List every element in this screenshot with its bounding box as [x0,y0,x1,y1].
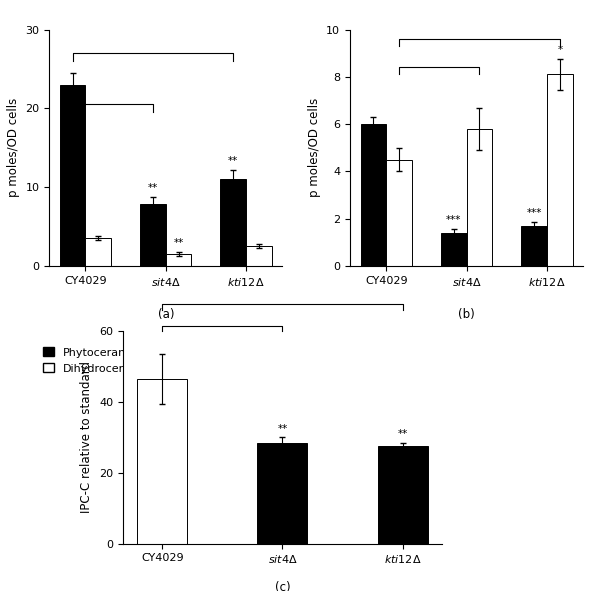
Y-axis label: p moles/OD cells: p moles/OD cells [7,98,20,197]
Y-axis label: p moles/OD cells: p moles/OD cells [308,98,321,197]
Text: **: ** [278,424,287,434]
Bar [467,129,492,266]
Bar [441,233,467,266]
Legend: Phytoceramide, Dihydroceramide: Phytoceramide, Dihydroceramide [43,347,159,374]
Text: ***: *** [526,208,542,218]
Text: **: ** [148,183,158,193]
Text: **: ** [174,238,184,248]
Text: (a): (a) [158,308,174,321]
Y-axis label: IPC-C relative to standard: IPC-C relative to standard [80,361,93,514]
Bar [547,74,573,266]
Bar [246,246,272,266]
Bar [257,443,308,544]
Legend: PHS, DHS: PHS, DHS [344,347,388,374]
Text: **: ** [228,155,238,165]
Text: (b): (b) [458,308,475,321]
Bar [220,179,246,266]
Bar [138,379,187,544]
Bar [360,124,386,266]
Bar [378,446,427,544]
Text: **: ** [397,429,408,439]
Bar [521,226,547,266]
Text: ***: *** [446,215,462,225]
Bar [166,254,192,266]
Bar [386,160,412,266]
Text: (c): (c) [274,580,290,591]
Bar [60,85,85,266]
Bar [140,204,166,266]
Text: *: * [558,45,562,55]
Bar [85,238,111,266]
